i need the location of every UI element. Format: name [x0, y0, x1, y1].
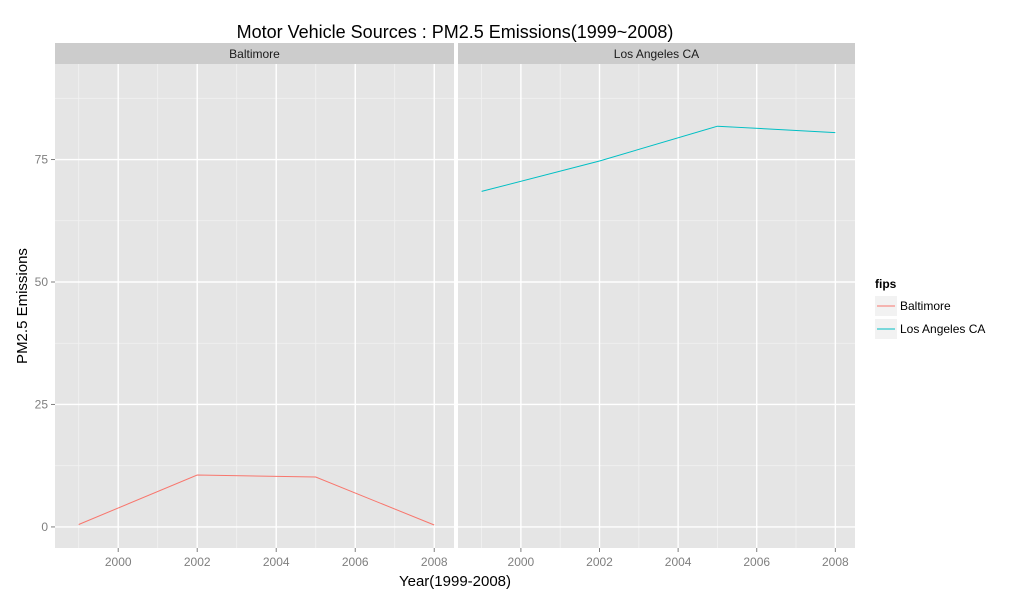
facet-strip-label: Baltimore [229, 47, 280, 61]
x-tick-label: 2000 [105, 555, 132, 569]
chart-title: Motor Vehicle Sources : PM2.5 Emissions(… [237, 22, 674, 42]
x-tick-label: 2006 [743, 555, 770, 569]
x-tick-label: 2004 [665, 555, 692, 569]
panel-background [55, 64, 454, 548]
legend-entry: Los Angeles CA [875, 319, 985, 339]
x-tick-label: 2002 [586, 555, 613, 569]
y-axis-title: PM2.5 Emissions [14, 248, 31, 364]
x-tick-label: 2002 [184, 555, 211, 569]
facet-strip-label: Los Angeles CA [614, 47, 699, 61]
facet-panels: Baltimore 2000 2002 2004 2006 2008 0 25 50 75 Los … [35, 43, 855, 569]
series-line-baltimore [78, 474, 435, 526]
series-line-los-angeles-ca [481, 125, 836, 192]
x-tick-label: 2008 [421, 555, 448, 569]
facet-strip [458, 43, 855, 64]
x-axis-title: Year(1999-2008) [399, 573, 511, 590]
legend: fips Baltimore Los Angeles CA [875, 277, 985, 339]
facet-panel-1: Los Angeles CA 2000 2002 2004 2006 2008 [458, 43, 855, 569]
y-tick-label: 25 [35, 397, 49, 411]
x-tick-label: 2008 [822, 555, 849, 569]
x-tick-label: 2004 [263, 555, 290, 569]
legend-entry: Baltimore [875, 296, 951, 316]
panel-background [458, 64, 855, 548]
x-tick-label: 2006 [342, 555, 369, 569]
y-tick-label: 75 [35, 153, 49, 167]
x-tick-label: 2000 [508, 555, 535, 569]
legend-entry-label: Baltimore [900, 299, 951, 313]
legend-title: fips [875, 277, 897, 291]
facet-panel-0: Baltimore 2000 2002 2004 2006 2008 0 25 50 75 [35, 43, 454, 569]
y-tick-label: 0 [41, 520, 48, 534]
legend-entry-label: Los Angeles CA [900, 322, 985, 336]
facet-strip [55, 43, 454, 64]
y-tick-label: 50 [35, 275, 49, 289]
